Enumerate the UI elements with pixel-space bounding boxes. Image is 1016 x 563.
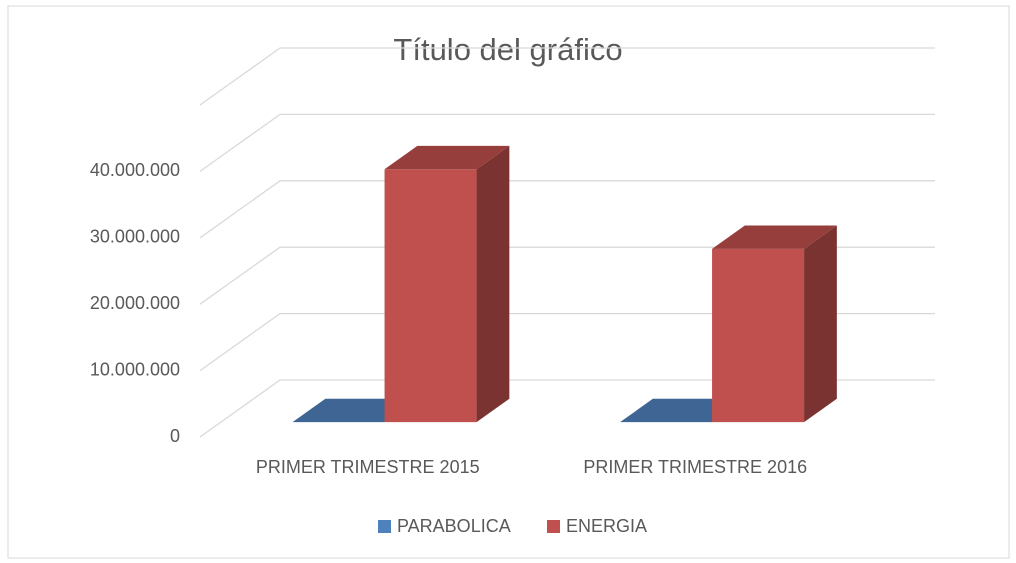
bar-front: [712, 248, 805, 423]
legend-swatch: [547, 520, 560, 533]
legend-label: PARABOLICA: [397, 516, 511, 536]
x-tick-label: PRIMER TRIMESTRE 2016: [583, 457, 807, 477]
bar-side: [804, 225, 837, 423]
legend-swatch: [378, 520, 391, 533]
y-tick-label: 0: [170, 426, 180, 446]
bar-side: [476, 145, 510, 423]
grid-line: [199, 113, 935, 172]
chart-title: Título del gráfico: [393, 32, 622, 67]
y-tick-label: 10.000.000: [90, 359, 180, 379]
grid-line: [199, 47, 935, 106]
y-tick-label: 40.000.000: [90, 160, 180, 180]
x-tick-label: PRIMER TRIMESTRE 2015: [256, 457, 480, 477]
legend-label: ENERGIA: [566, 516, 647, 536]
bar-top: [384, 145, 510, 170]
y-tick-label: 20.000.000: [90, 293, 180, 313]
y-tick-label: 30.000.000: [90, 227, 180, 247]
bar-front: [384, 169, 477, 423]
grid-line: [199, 180, 935, 239]
bar-top: [712, 225, 837, 249]
